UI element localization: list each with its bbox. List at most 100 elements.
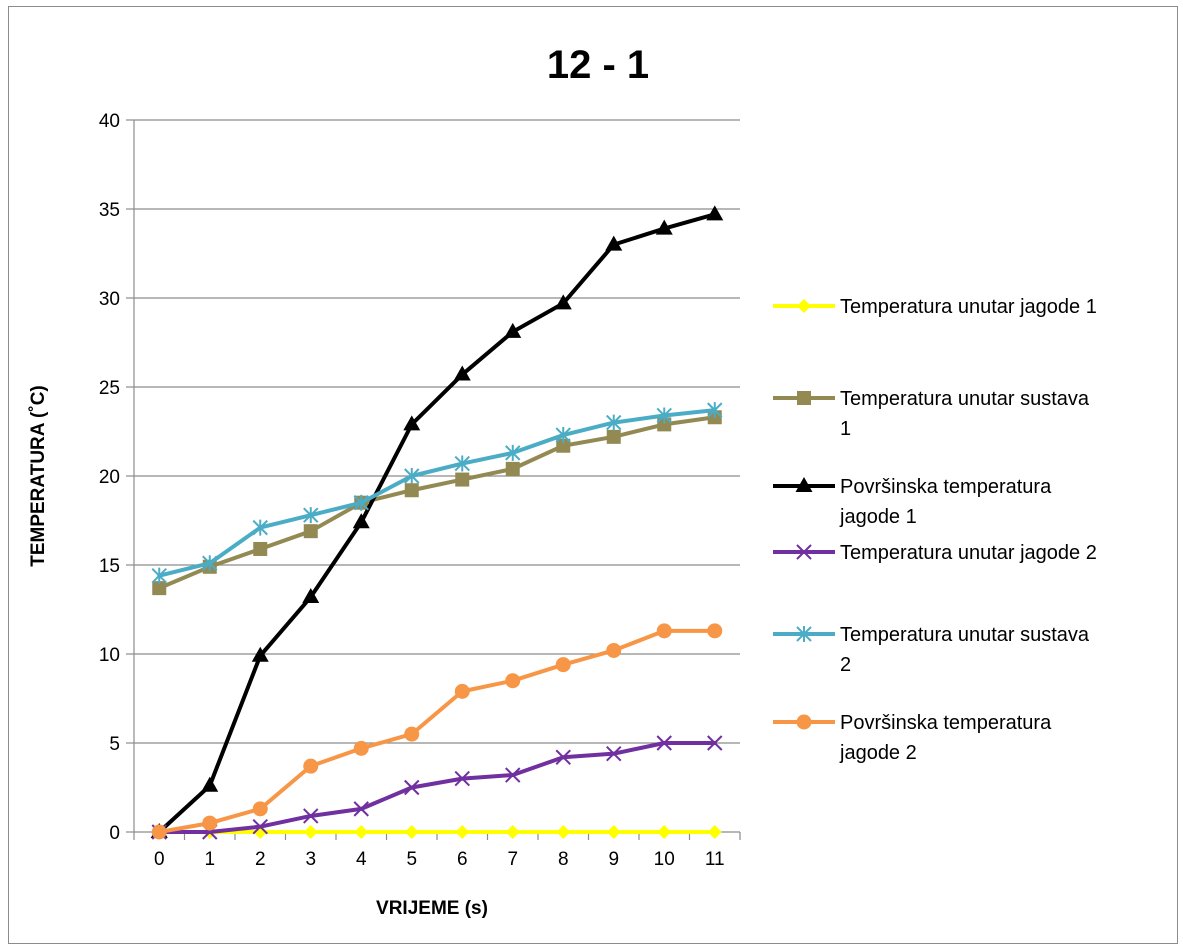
x-tick-label: 9 <box>608 849 619 870</box>
y-tick-label: 35 <box>99 200 120 221</box>
data-point <box>707 402 723 419</box>
x-tick-label: 7 <box>507 849 518 870</box>
data-point <box>454 770 470 787</box>
y-tick-label: 40 <box>99 111 120 132</box>
data-point <box>354 825 369 839</box>
data-point <box>606 745 622 762</box>
series-line <box>157 415 717 591</box>
data-point <box>252 801 268 817</box>
data-point <box>455 472 470 487</box>
data-point <box>706 205 724 221</box>
legend-label: Temperatura unutar jagode 1 <box>840 296 1097 318</box>
data-point <box>606 414 622 431</box>
data-point <box>252 818 268 835</box>
data-point <box>302 588 320 604</box>
data-point <box>656 735 672 751</box>
data-point <box>353 740 369 756</box>
x-tick-labels: 0 1 2 3 4 5 6 7 8 9 10 11 <box>154 849 725 870</box>
data-point <box>253 541 268 556</box>
data-point <box>505 767 521 783</box>
legend-label: 2 <box>840 654 851 676</box>
x-tick-label: 2 <box>255 849 266 870</box>
series-6 <box>151 623 723 840</box>
legend-label: Površinska temperatura <box>840 476 1052 498</box>
x-tick-label: 0 <box>154 849 165 870</box>
legend-label: 1 <box>840 418 851 440</box>
data-point <box>707 735 723 751</box>
legend-label: Temperatura unutar sustava <box>840 624 1090 646</box>
legend-item: Temperatura unutar sustava 1 <box>773 388 1090 440</box>
data-point <box>151 567 167 584</box>
y-tick-labels: 0 5 10 15 20 25 30 35 40 <box>99 111 120 844</box>
x-tick-label: 8 <box>558 849 569 870</box>
data-point <box>303 524 318 539</box>
y-tick-label: 30 <box>99 289 120 310</box>
data-point <box>505 444 521 461</box>
data-point <box>505 673 521 689</box>
data-point <box>555 657 571 673</box>
data-point <box>605 235 623 251</box>
x-axis-title: VRIJEME (s) <box>376 898 488 919</box>
data-point <box>656 407 672 424</box>
legend-item: Temperatura unutar sustava 2 <box>773 624 1090 676</box>
data-point <box>404 726 420 742</box>
data-point <box>655 219 673 235</box>
legend-item: Površinska temperatura jagode 2 <box>773 712 1052 764</box>
data-point <box>303 825 318 839</box>
legend-swatch-marker <box>796 544 812 560</box>
data-point <box>202 815 218 831</box>
data-point <box>252 519 268 536</box>
data-point <box>202 555 218 572</box>
data-point <box>152 581 167 596</box>
data-point <box>454 683 470 699</box>
y-axis-title: TEMPERATURA (˚C) <box>28 385 49 567</box>
x-tick-label: 4 <box>356 849 367 870</box>
data-point <box>505 461 520 476</box>
legend-label: Temperatura unutar sustava <box>840 388 1090 410</box>
data-point <box>606 429 621 444</box>
data-point <box>201 776 219 792</box>
y-tick-label: 20 <box>99 467 120 488</box>
data-point <box>606 825 621 839</box>
data-point <box>455 825 470 839</box>
data-point <box>555 427 571 444</box>
legend-item: Temperatura unutar jagode 2 <box>773 542 1097 564</box>
data-point <box>353 494 369 511</box>
data-point <box>353 801 369 817</box>
data-point <box>554 294 572 310</box>
legend: Temperatura unutar jagode 1 Temperatura u… <box>773 296 1097 764</box>
legend-swatch-marker <box>796 714 812 730</box>
data-point <box>555 749 571 765</box>
x-tick-label: 11 <box>705 849 725 870</box>
y-tick-label: 5 <box>109 734 120 755</box>
data-point <box>404 825 419 839</box>
data-point <box>352 513 370 529</box>
series-line <box>157 628 717 834</box>
series-4 <box>151 735 723 840</box>
y-tick-label: 0 <box>109 823 120 844</box>
y-tick-label: 10 <box>99 645 120 666</box>
legend-label: Površinska temperatura <box>840 712 1052 734</box>
x-tick-label: 10 <box>654 849 675 870</box>
series-2 <box>152 410 722 596</box>
axes <box>126 119 741 840</box>
series-5 <box>151 402 723 584</box>
x-tick-label: 3 <box>305 849 316 870</box>
legend-item: Površinska temperatura jagode 1 <box>773 476 1052 528</box>
legend-label: jagode 1 <box>839 506 917 528</box>
data-point <box>504 322 522 338</box>
data-point <box>505 825 520 839</box>
data-point <box>403 415 421 431</box>
data-point <box>303 507 319 524</box>
data-point <box>656 623 672 639</box>
data-point <box>151 824 167 840</box>
series-group <box>150 205 724 840</box>
legend-label: jagode 2 <box>839 742 917 764</box>
legend-item: Temperatura unutar jagode 1 <box>773 296 1097 318</box>
data-point <box>303 758 319 774</box>
series-line <box>157 741 717 834</box>
data-point <box>556 438 571 453</box>
series-3 <box>150 205 724 838</box>
gridlines <box>134 119 740 744</box>
